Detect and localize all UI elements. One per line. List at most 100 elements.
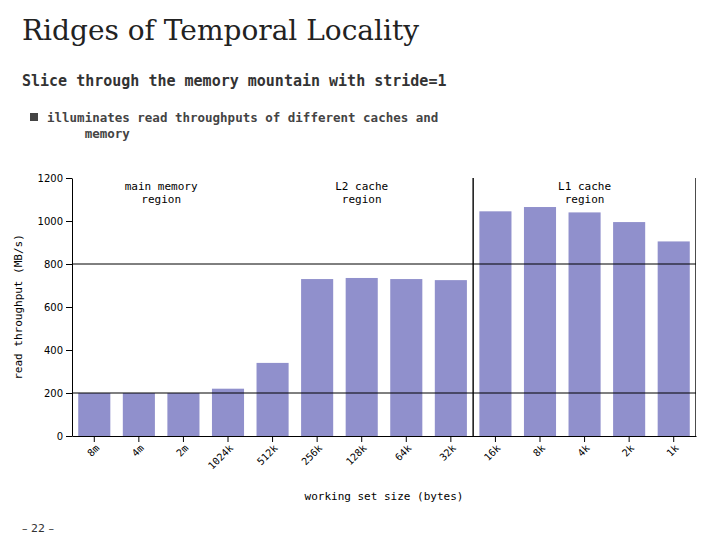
x-tick: 2k <box>620 436 636 459</box>
y-tick-label: 600 <box>44 302 63 313</box>
x-tick: 256k <box>299 436 324 467</box>
y-tick-mark <box>66 436 72 437</box>
x-tick-mark <box>673 436 674 442</box>
y-tick: 0 <box>57 431 72 442</box>
y-axis-line <box>72 179 73 437</box>
text-line: main memory <box>125 180 198 193</box>
bar <box>301 279 333 436</box>
x-tick-label: 64k <box>393 442 414 463</box>
x-tick: 128k <box>344 436 369 467</box>
x-tick-label: 8m <box>85 442 101 458</box>
y-tick-label: 1200 <box>38 173 63 184</box>
x-tick-label: 8k <box>531 442 547 458</box>
bar <box>212 389 244 436</box>
text-line: region <box>141 193 181 206</box>
y-tick-mark <box>66 178 72 179</box>
chart-container: Ridges of Temporal Locality Slice through… <box>0 0 720 540</box>
x-tick-mark <box>138 436 139 442</box>
x-tick: 64k <box>393 436 414 463</box>
x-tick-label: 2k <box>620 442 636 458</box>
y-tick-mark <box>66 221 72 222</box>
y-tick-mark <box>66 307 72 308</box>
bar <box>78 393 110 436</box>
marks <box>72 178 696 436</box>
x-tick: 1024k <box>206 436 235 471</box>
x-tick-mark <box>406 436 407 442</box>
x-tick-mark <box>495 436 496 442</box>
x-tick-label: 128k <box>344 442 369 467</box>
x-tick-mark <box>317 436 318 442</box>
y-tick: 1000 <box>38 216 72 227</box>
subtitle: Slice through the memory mountain with s… <box>22 72 446 90</box>
reference-line <box>72 393 696 394</box>
x-tick: 512k <box>255 436 280 467</box>
bar <box>569 212 601 436</box>
x-tick-label: 512k <box>255 442 280 467</box>
bar <box>435 280 467 436</box>
x-tick: 16k <box>482 436 503 463</box>
x-tick: 1k <box>664 436 680 459</box>
y-tick-label: 0 <box>57 431 63 442</box>
region-divider <box>695 178 696 436</box>
chart-svg: Ridges of Temporal Locality Slice through… <box>0 0 720 540</box>
bullet-marker <box>30 113 38 121</box>
x-tick-label: 16k <box>482 442 503 463</box>
region-labels: main memoryregionL2 cacheregionL1 cacher… <box>125 180 611 206</box>
x-tick: 2m <box>174 436 190 459</box>
bullet-text: illuminates read throughputs of differen… <box>47 110 438 141</box>
bar <box>167 393 199 436</box>
title: Ridges of Temporal Locality <box>22 14 419 47</box>
x-axis: 8m 4m 2m 1024k 512k 256k 128k 64k 32k 16k 8k 4k 2k 1k <box>73 436 697 471</box>
y-tick-mark <box>66 350 72 351</box>
y-tick-label: 1000 <box>38 216 63 227</box>
x-axis-title: working set size (bytes) <box>305 490 464 503</box>
y-tick: 400 <box>44 345 72 356</box>
y-tick-mark <box>66 264 72 265</box>
region-label: main memoryregion <box>125 180 198 206</box>
x-tick-mark <box>540 436 541 442</box>
plot: 8m 4m 2m 1024k 512k 256k 128k 64k 32k 16k 8k 4k 2k 1k… <box>38 173 697 472</box>
region-label: L1 cacheregion <box>558 180 611 206</box>
x-tick-label: 1k <box>664 442 680 458</box>
text-line: illuminates read throughputs of differen… <box>47 110 438 125</box>
reference-line <box>72 264 696 265</box>
y-tick: 1200 <box>38 173 72 184</box>
x-tick: 4k <box>575 436 591 459</box>
bar <box>658 241 690 436</box>
x-tick-mark <box>183 436 184 442</box>
bar <box>613 222 645 436</box>
text-line: L2 cache <box>335 180 388 193</box>
region-divider <box>472 178 473 436</box>
text-line: memory <box>47 126 130 141</box>
x-tick-label: 4k <box>575 442 591 458</box>
x-tick-mark <box>629 436 630 442</box>
x-tick-mark <box>272 436 273 442</box>
x-tick-label: 32k <box>437 442 458 463</box>
y-axis: 0 200 400 600 800 1000 1200 <box>38 173 73 442</box>
x-tick: 8k <box>531 436 547 459</box>
text-line: region <box>565 193 605 206</box>
bar <box>390 279 422 436</box>
y-axis-title: read throughput (MB/s) <box>12 234 25 380</box>
y-tick: 600 <box>44 302 72 313</box>
x-axis-line <box>73 436 697 437</box>
x-tick-mark <box>450 436 451 442</box>
x-tick: 4m <box>130 436 146 459</box>
text-line: region <box>342 193 382 206</box>
x-tick-label: 4m <box>130 442 146 458</box>
region-label: L2 cacheregion <box>335 180 388 206</box>
text-line: L1 cache <box>558 180 611 193</box>
x-tick-label: 256k <box>299 442 324 467</box>
y-tick: 200 <box>44 388 72 399</box>
bar <box>346 278 378 436</box>
x-tick-label: 1024k <box>206 442 235 471</box>
x-tick-mark <box>228 436 229 442</box>
x-tick: 32k <box>437 436 458 463</box>
x-tick-mark <box>361 436 362 442</box>
x-tick-mark <box>94 436 95 442</box>
y-tick-label: 800 <box>44 259 63 270</box>
footer: – 22 – <box>22 522 54 535</box>
y-tick-mark <box>66 393 72 394</box>
x-tick-label: 2m <box>174 442 190 458</box>
bar <box>123 393 155 436</box>
